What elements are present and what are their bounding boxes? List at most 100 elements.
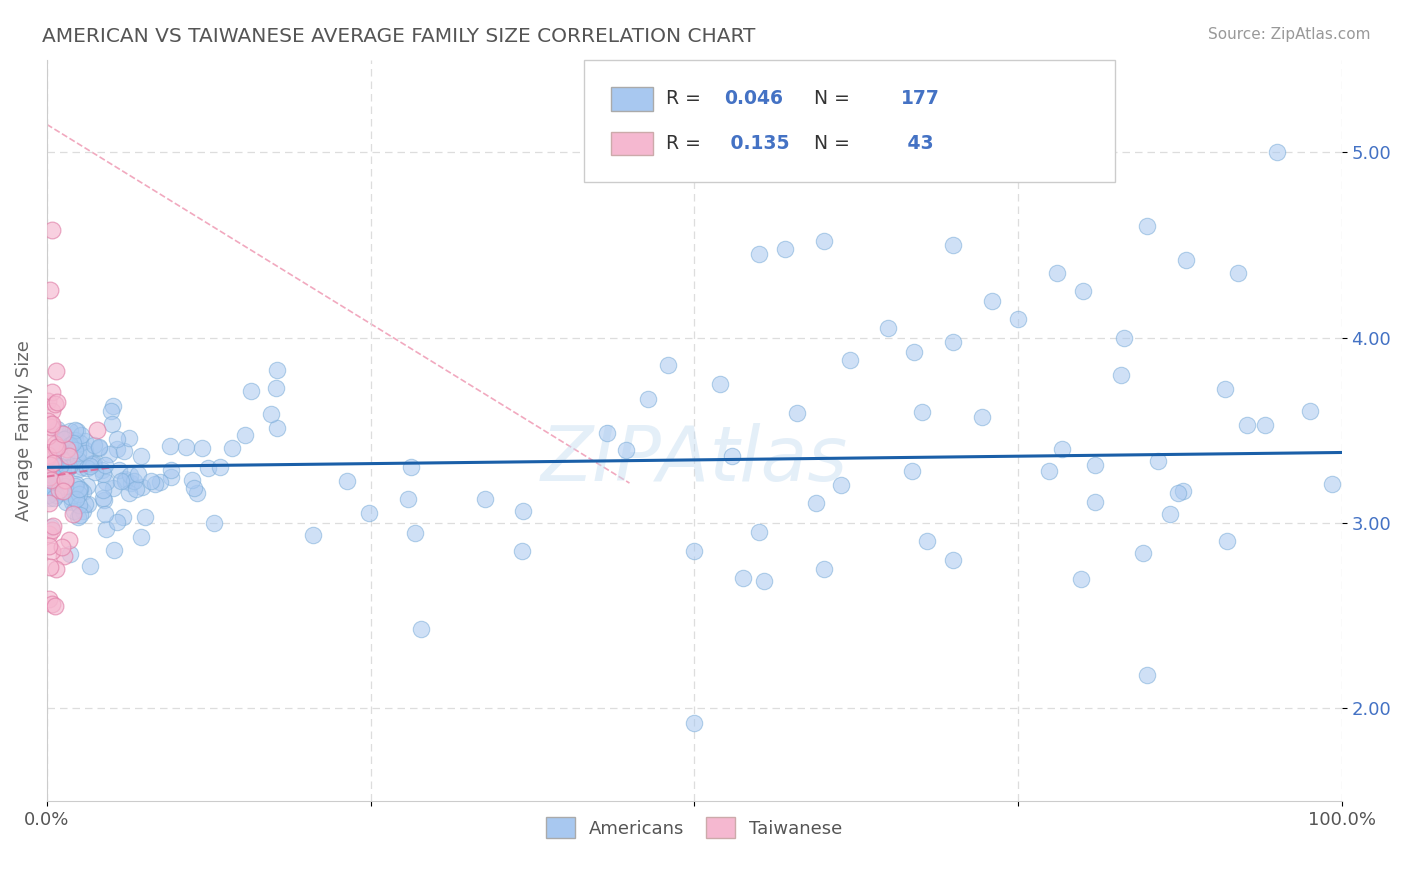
Point — [60, 452, 83, 467]
FancyBboxPatch shape — [583, 60, 1115, 182]
Point — [637, 392, 659, 406]
Point — [709, 376, 731, 391]
Point — [110, 475, 132, 489]
Point — [39, 520, 62, 534]
Point — [46, 394, 69, 409]
Point — [474, 491, 496, 506]
Point — [48, 440, 70, 454]
Point — [37, 393, 59, 408]
Point — [67, 446, 90, 460]
Point — [105, 432, 128, 446]
Point — [1038, 465, 1060, 479]
Point — [38, 496, 60, 510]
Point — [41, 223, 63, 237]
Point — [120, 476, 142, 491]
Point — [69, 456, 91, 470]
Point — [1071, 285, 1094, 299]
Point — [721, 450, 744, 464]
Point — [134, 510, 156, 524]
Point — [512, 504, 534, 518]
Point — [37, 448, 59, 462]
Point — [1147, 454, 1170, 468]
Point — [58, 438, 80, 452]
Point — [1111, 368, 1133, 382]
Point — [37, 414, 59, 428]
Point — [80, 457, 103, 471]
Point — [41, 417, 63, 432]
Point — [65, 434, 87, 448]
Point — [46, 440, 69, 454]
Point — [75, 446, 97, 460]
Point — [83, 456, 105, 470]
Point — [44, 599, 66, 614]
Point — [67, 483, 90, 497]
Point — [233, 428, 256, 442]
Point — [41, 462, 63, 476]
Point — [877, 321, 900, 335]
Point — [44, 464, 66, 478]
Text: N =: N = — [801, 134, 855, 153]
Point — [76, 479, 98, 493]
Point — [59, 490, 82, 504]
Point — [97, 446, 120, 460]
Point — [52, 549, 75, 563]
Point — [260, 407, 283, 421]
Point — [66, 452, 89, 467]
Point — [86, 423, 108, 437]
Point — [75, 497, 97, 511]
Point — [94, 507, 117, 521]
Point — [596, 426, 619, 441]
Point — [1175, 252, 1198, 267]
Point — [67, 498, 90, 512]
Point — [59, 424, 82, 438]
Point — [114, 474, 136, 488]
Y-axis label: Average Family Size: Average Family Size — [15, 340, 32, 521]
Point — [105, 442, 128, 456]
Point — [37, 474, 59, 488]
Point — [66, 425, 89, 439]
Point — [614, 443, 637, 458]
Point — [38, 473, 60, 487]
Point — [125, 482, 148, 496]
Point — [69, 483, 91, 497]
Point — [96, 475, 118, 490]
Point — [396, 491, 419, 506]
Point — [657, 359, 679, 373]
Point — [221, 442, 243, 456]
Point — [127, 467, 149, 482]
Point — [72, 504, 94, 518]
Point — [209, 460, 232, 475]
Point — [67, 487, 90, 501]
Point — [111, 509, 134, 524]
Point — [75, 434, 97, 448]
Point — [120, 468, 142, 483]
Point — [91, 491, 114, 505]
Point — [813, 234, 835, 248]
Point — [93, 493, 115, 508]
Point — [748, 247, 770, 261]
Point — [41, 456, 63, 470]
Point — [79, 558, 101, 573]
Point — [131, 450, 153, 464]
Point — [38, 526, 60, 541]
Point — [1007, 312, 1029, 326]
Text: 0.046: 0.046 — [724, 89, 783, 109]
Point — [91, 483, 114, 497]
Point — [91, 467, 114, 481]
Point — [41, 404, 63, 418]
Point — [38, 559, 60, 574]
Point — [1173, 484, 1195, 499]
Point — [44, 436, 66, 450]
Point — [160, 463, 183, 477]
Point — [45, 364, 67, 378]
Point — [44, 469, 66, 483]
Point — [79, 459, 101, 474]
Point — [52, 486, 75, 500]
Point — [830, 478, 852, 492]
Point — [240, 384, 263, 399]
Point — [38, 284, 60, 298]
Point — [100, 404, 122, 418]
Point — [60, 495, 83, 509]
Point — [52, 470, 75, 484]
Legend: Americans, Taiwanese: Americans, Taiwanese — [538, 810, 849, 846]
